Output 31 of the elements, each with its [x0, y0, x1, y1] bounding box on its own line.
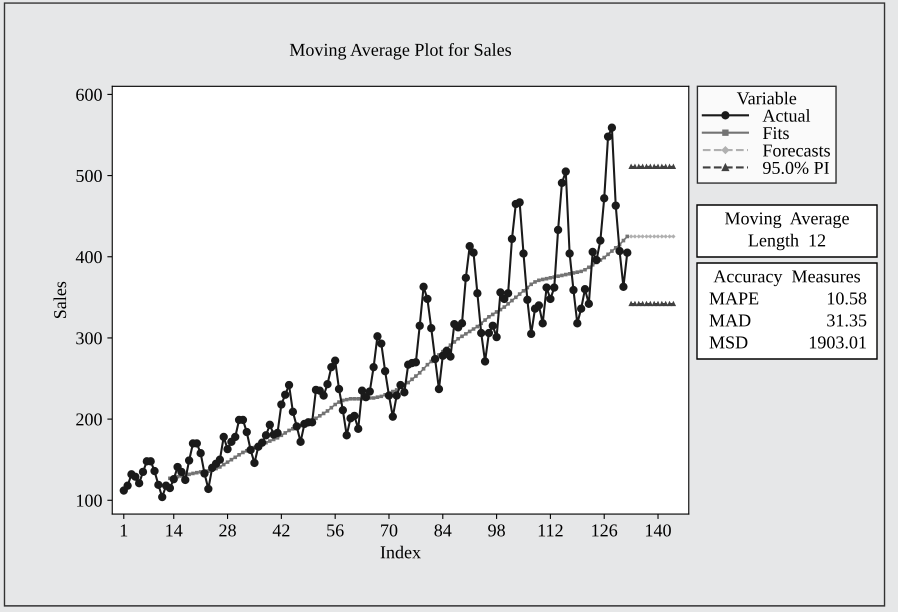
point — [628, 164, 634, 169]
x-tick-label: 140 — [646, 524, 671, 537]
y-tick-label: 500 — [76, 170, 102, 182]
x-tick-label: 1 — [120, 524, 128, 536]
x-axis-title: Index — [380, 546, 421, 558]
y-tick-label: 400 — [76, 251, 102, 264]
x-tick-label: 112 — [538, 524, 563, 536]
y-tick-label: 100 — [77, 494, 102, 507]
x-tick-label: 84 — [434, 524, 452, 537]
y-axis-title: Sales — [54, 282, 66, 318]
legend-label: Fits — [762, 127, 789, 140]
x-tick-label: 98 — [488, 524, 505, 537]
y-tick-label: 200 — [76, 413, 102, 426]
legend-label: Forecasts — [762, 144, 830, 157]
legend-title: Variable — [736, 92, 796, 105]
point — [663, 164, 668, 169]
x-tick-label: 56 — [327, 524, 344, 537]
text: Accuracy Measures MAPE 10.58 MAD 31.35 MSD 1903.01 — [710, 270, 866, 349]
point — [636, 164, 642, 169]
legend-label: Actual — [762, 109, 810, 122]
y-tick-label: 600 — [76, 88, 102, 101]
x-tick-label: 28 — [219, 524, 236, 537]
text: Moving Average Length 12 — [725, 212, 849, 250]
x-tick-label: 14 — [166, 524, 182, 536]
x-tick-label: 42 — [272, 524, 290, 536]
point — [671, 164, 676, 169]
legend-label: 95.0% PI — [762, 162, 829, 174]
x-tick-label: 70 — [381, 524, 398, 537]
chart-title: Moving Average Plot for Sales — [290, 43, 512, 60]
y-tick-label: 300 — [76, 332, 102, 344]
x-tick-label: 126 — [592, 524, 618, 537]
